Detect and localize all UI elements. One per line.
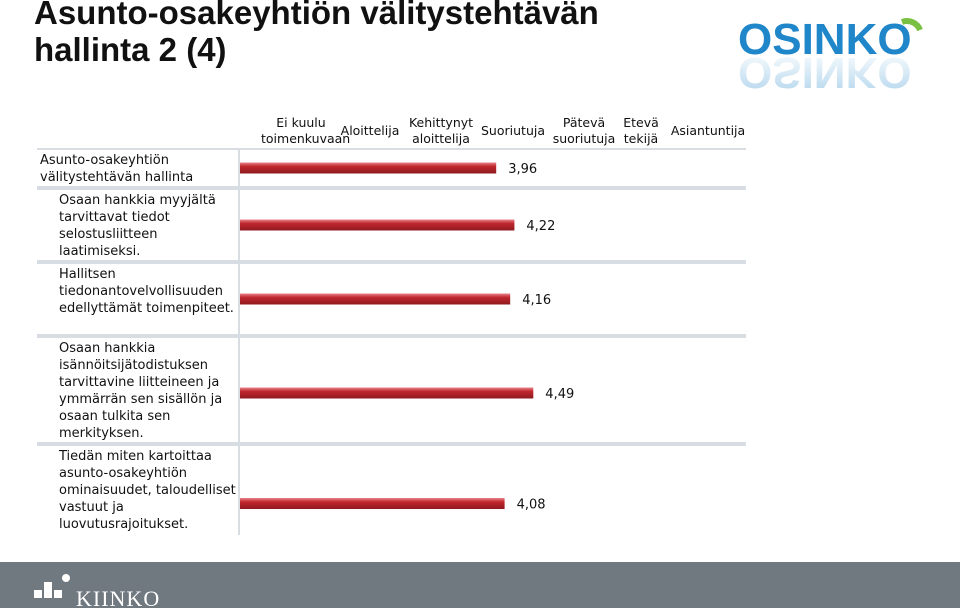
label-cell (37, 264, 238, 334)
slide-title-line-1: Asunto-osakeyhtiön välitystehtävän (34, 0, 599, 31)
bar-value-label: 4,08 (517, 498, 546, 513)
plot-cell (240, 446, 746, 535)
bar-value-label: 4,22 (526, 219, 555, 234)
level-label: Suoriutuja (481, 123, 545, 138)
level-label: Ei kuulu toimenkuvaan (261, 115, 351, 146)
bar (240, 293, 511, 305)
chart-panel: 3,96 4,22 4,16 4,49 4,08 Ei kuulu toimenkuva… (37, 114, 746, 535)
bar-chart: 3,96 4,22 4,16 4,49 4,08 (37, 114, 746, 535)
bar-value-label: 4,49 (545, 387, 574, 402)
label-cell (37, 190, 238, 260)
logo-reflection: OSINKO (738, 48, 912, 92)
bar-value-label: 4,16 (522, 293, 551, 308)
bar (240, 387, 534, 399)
level-label: Asiantuntija (670, 123, 746, 138)
label-cell (37, 338, 238, 442)
label-cell (37, 150, 238, 186)
bar-value-label: 3,96 (508, 162, 537, 177)
slide-title: Asunto-osakeyhtiön välitystehtävän halli… (34, 0, 714, 68)
category-label: Tiedän miten kartoittaa asunto-osakeyhti… (59, 449, 236, 532)
level-label: Pätevä suoriutuja (552, 115, 616, 146)
level-label: Etevä tekijä (623, 115, 659, 146)
category-label: Osaan hankkia isännöitsijätodistuksen ta… (59, 341, 223, 441)
footer-logo-text: KIINKO (76, 586, 161, 611)
level-label: Aloittelija (340, 123, 400, 138)
footer-band: KIINKO (0, 562, 960, 611)
slide-title-line-2: hallinta 2 (4) (34, 31, 227, 68)
bar (240, 219, 515, 231)
header-row-bg (37, 114, 746, 148)
logo-wordmark: OSINKO (738, 15, 912, 64)
level-label: Kehittynyt aloittelija (408, 115, 474, 146)
bar (240, 162, 497, 174)
label-cell (37, 446, 238, 535)
bar (240, 498, 505, 509)
kiinko-logo (34, 574, 70, 598)
logo-accent-arc (900, 18, 923, 32)
category-label: Hallitsen tiedonantovelvollisuuden edell… (59, 267, 234, 316)
category-label-main: Asunto-osakeyhtiön välitystehtävän halli… (40, 153, 194, 185)
osinko-logo: OSINKO OSINKO (738, 15, 923, 92)
category-label: Osaan hankkia myyjältä tarvittavat tiedo… (59, 193, 216, 259)
